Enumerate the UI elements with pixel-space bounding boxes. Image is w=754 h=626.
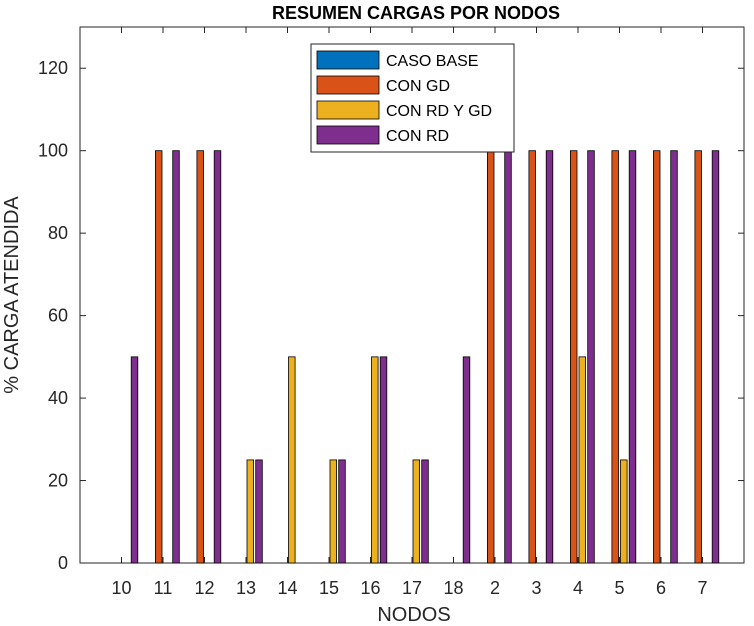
- chart-title: RESUMEN CARGAS POR NODOS: [272, 3, 560, 23]
- bar: [570, 150, 578, 564]
- bar: [130, 356, 139, 564]
- bar: [412, 459, 420, 564]
- x-tick-label: 16: [360, 578, 380, 598]
- bar: [486, 150, 495, 564]
- x-axis-label: NODOS: [377, 604, 450, 626]
- y-tick-label: 20: [48, 471, 68, 491]
- legend-label: CON RD Y GD: [386, 103, 492, 120]
- x-tick-label: 5: [614, 578, 624, 598]
- y-tick-label: 80: [48, 223, 68, 243]
- x-tick-label: 13: [236, 578, 256, 598]
- y-tick-label: 100: [38, 141, 68, 161]
- bar: [653, 150, 661, 564]
- bar: [504, 150, 512, 564]
- y-tick-label: 40: [48, 388, 68, 408]
- y-axis-label: % CARGA ATENDIDA: [1, 196, 23, 394]
- x-axis-ticks: 10 11 12 13 14 15 16 17 18 2 3 4 5 6 7: [111, 27, 708, 598]
- bar: [338, 459, 346, 564]
- bar: [154, 150, 163, 564]
- bar: [329, 459, 337, 564]
- bar: [462, 356, 471, 564]
- x-tick-label: 17: [402, 578, 422, 598]
- x-tick-label: 14: [277, 578, 297, 598]
- x-tick-label: 2: [490, 578, 500, 598]
- x-tick-label: 12: [194, 578, 214, 598]
- x-tick-label: 4: [573, 578, 583, 598]
- bar: [255, 459, 263, 564]
- legend-swatch: [316, 75, 380, 95]
- bar: [172, 150, 180, 564]
- x-tick-label: 15: [319, 578, 339, 598]
- bar: [711, 150, 720, 564]
- legend-swatch: [316, 100, 380, 120]
- bar: [213, 150, 222, 564]
- bar: [628, 150, 637, 564]
- x-tick-label: 11: [154, 578, 173, 598]
- bar: [288, 356, 296, 564]
- bar: [379, 356, 388, 564]
- x-tick-label: 3: [531, 578, 541, 598]
- y-tick-label: 120: [38, 58, 68, 78]
- y-axis-ticks: 0 20 40 60 80 100 120: [38, 58, 744, 573]
- x-tick-label: 18: [443, 578, 463, 598]
- legend-swatch: [316, 50, 380, 70]
- legend-swatch: [316, 125, 380, 145]
- bar: [545, 150, 554, 564]
- legend-label: CASO BASE: [386, 53, 478, 70]
- bar: [694, 150, 702, 564]
- x-tick-label: 7: [697, 578, 707, 598]
- y-tick-label: 60: [48, 306, 68, 326]
- bar: [371, 356, 379, 564]
- bar: [587, 150, 595, 564]
- bar: [246, 459, 254, 564]
- bar: [421, 459, 429, 564]
- bar: [578, 356, 586, 564]
- x-tick-label: 10: [111, 578, 131, 598]
- bar: [611, 150, 619, 564]
- bars-group: [130, 150, 720, 564]
- legend: CASO BASE CON GD CON RD Y GD CON RD: [310, 43, 515, 153]
- y-tick-label: 0: [58, 553, 68, 573]
- legend-label: CON RD: [386, 128, 449, 145]
- bar: [528, 150, 536, 564]
- x-tick-label: 6: [656, 578, 666, 598]
- bar: [670, 150, 678, 564]
- bar: [196, 150, 204, 564]
- bar: [620, 459, 628, 564]
- legend-label: CON GD: [386, 78, 450, 95]
